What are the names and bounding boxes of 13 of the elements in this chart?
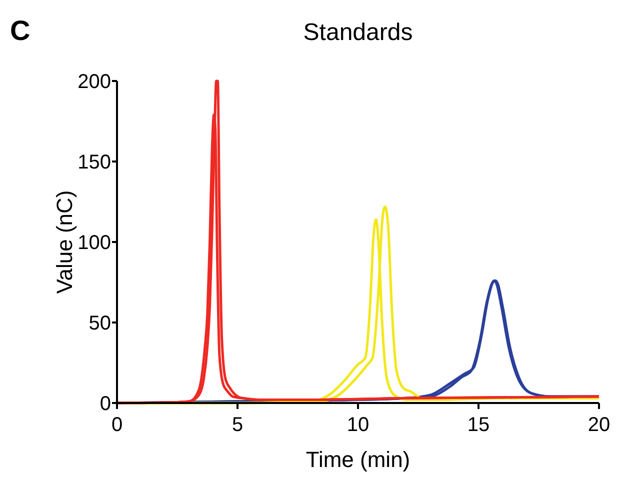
text: C xyxy=(10,15,30,46)
x-tick-label: 20 xyxy=(588,414,610,436)
x-tick-label: 15 xyxy=(467,414,490,436)
y-tick-label: 200 xyxy=(78,71,111,93)
x-axis-title: Time (min) xyxy=(306,447,410,472)
y-axis-title: Value (nC) xyxy=(52,190,77,294)
chart-title: Standards xyxy=(303,19,413,46)
y-tick-label: 0 xyxy=(100,393,111,415)
x-tick-label: 10 xyxy=(346,414,370,436)
y-tick-label: 100 xyxy=(78,232,111,254)
y-tick-label: 50 xyxy=(88,312,111,334)
x-tick-label: 5 xyxy=(232,414,244,436)
y-tick-label: 150 xyxy=(78,152,111,174)
